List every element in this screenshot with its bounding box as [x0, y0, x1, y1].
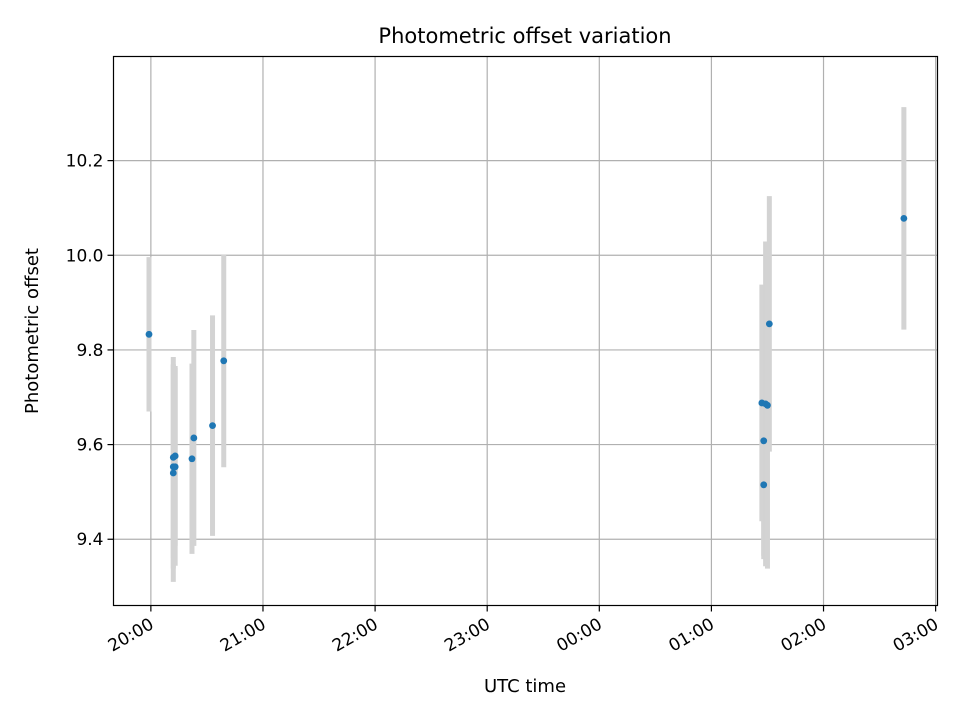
data-point	[209, 422, 216, 430]
data-point	[220, 357, 228, 365]
y-tick-label: 9.4	[76, 530, 103, 550]
chart-title: Photometric offset variation	[378, 24, 671, 48]
grid	[113, 56, 938, 606]
data-point	[171, 463, 179, 471]
data-point	[760, 481, 768, 489]
y-tick-label: 10.0	[66, 246, 104, 266]
data-point	[145, 330, 153, 338]
data-points	[145, 214, 908, 489]
data-point	[188, 455, 196, 463]
data-point	[760, 437, 768, 445]
data-point	[190, 434, 198, 442]
x-axis-label: UTC time	[484, 676, 566, 697]
y-axis-label: Photometric offset	[22, 248, 43, 414]
data-point	[171, 452, 179, 460]
plot-area-frame	[112, 55, 939, 607]
data-point	[764, 401, 771, 409]
y-tick-label: 9.6	[76, 436, 103, 456]
data-point	[765, 320, 773, 328]
data-point	[169, 469, 177, 477]
data-point	[900, 214, 908, 222]
y-tick-label: 10.2	[66, 152, 104, 172]
y-tick-label: 9.8	[76, 341, 103, 361]
